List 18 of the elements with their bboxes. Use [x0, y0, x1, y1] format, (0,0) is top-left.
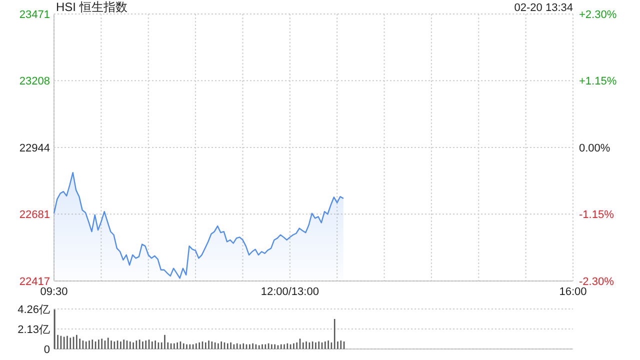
y-tick-label: 2.13亿 — [18, 324, 50, 336]
x-tick-label: 12:00/13:00 — [260, 286, 319, 298]
y2-tick-label: -1.15% — [579, 209, 614, 222]
text: 02-20 13:34 — [514, 2, 573, 14]
y-tick-label: 0 — [44, 344, 50, 356]
y-tick-label: 22681 — [19, 208, 50, 221]
y-tick-label: 22417 — [19, 276, 50, 288]
y2-tick-label: -2.30% — [579, 276, 614, 288]
y2-tick-label: +2.30% — [579, 8, 617, 21]
y2-tick-label: +1.15% — [579, 76, 617, 88]
y2-tick-label: 0.00% — [579, 142, 610, 154]
x-tick-label: 09:30 — [40, 286, 68, 298]
chart-title: HSI 恒生指数 — [56, 0, 128, 14]
y-tick-label: 22944 — [19, 142, 50, 154]
y-tick-label: 23471 — [19, 8, 50, 21]
y-tick-label: 23208 — [19, 75, 50, 88]
y-tick-label: 4.26亿 — [18, 304, 50, 316]
x-tick-label: 16:00 — [559, 286, 587, 298]
